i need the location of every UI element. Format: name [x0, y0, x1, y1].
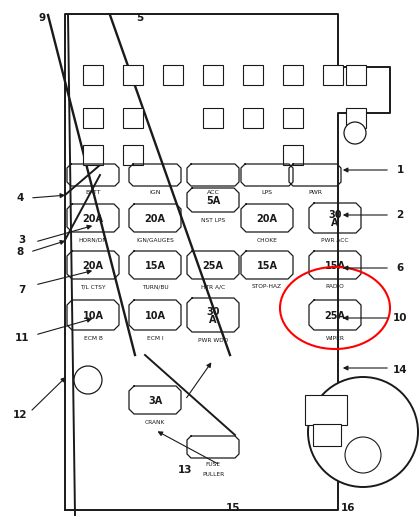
Bar	[283, 108, 303, 128]
Bar	[163, 65, 183, 85]
Text: 5: 5	[136, 13, 144, 23]
Bar	[346, 65, 366, 85]
Text: 7: 7	[18, 285, 26, 295]
Text: 20A: 20A	[83, 214, 103, 224]
Text: 30: 30	[206, 307, 220, 317]
Text: FUSE: FUSE	[205, 463, 220, 467]
Text: CRANK: CRANK	[145, 419, 165, 425]
Text: STOP-HAZ: STOP-HAZ	[252, 285, 282, 289]
Circle shape	[344, 122, 366, 144]
Text: 20A: 20A	[83, 261, 103, 271]
Circle shape	[308, 377, 418, 487]
Text: HTR A/C: HTR A/C	[201, 285, 225, 289]
Text: 12: 12	[13, 410, 27, 420]
Text: 15A: 15A	[145, 261, 166, 271]
Text: 3: 3	[18, 235, 26, 245]
Text: TURN/BU: TURN/BU	[142, 285, 168, 289]
Text: 1: 1	[396, 165, 403, 175]
Text: 15: 15	[226, 503, 240, 513]
Bar	[313, 424, 341, 446]
Text: ACC: ACC	[207, 190, 220, 196]
Text: 25A: 25A	[324, 311, 346, 321]
Text: NST LPS: NST LPS	[201, 218, 225, 222]
Text: 2: 2	[396, 210, 403, 220]
Bar	[203, 65, 223, 85]
Text: IGN: IGN	[149, 190, 161, 196]
Bar	[203, 108, 223, 128]
Text: 20A: 20A	[256, 214, 277, 224]
Text: 10: 10	[393, 313, 407, 323]
Bar	[305, 395, 347, 425]
Text: 6: 6	[396, 263, 403, 273]
Bar	[346, 108, 366, 128]
Text: ECM B: ECM B	[83, 336, 102, 340]
Text: LPS: LPS	[261, 190, 272, 196]
Text: CHOKE: CHOKE	[256, 238, 277, 242]
Text: A: A	[331, 218, 339, 228]
Text: PWR: PWR	[308, 190, 322, 196]
Bar	[243, 65, 263, 85]
Text: T/L CTSY: T/L CTSY	[80, 285, 106, 289]
Text: ECM I: ECM I	[147, 336, 163, 340]
Text: WIPER: WIPER	[326, 336, 344, 340]
Text: HORN/DN: HORN/DN	[79, 238, 107, 242]
Text: 4: 4	[16, 193, 24, 203]
Bar	[83, 145, 103, 165]
Text: PWR ACC: PWR ACC	[321, 239, 349, 243]
Text: RADIO: RADIO	[326, 285, 344, 289]
Text: 11: 11	[15, 333, 29, 343]
Text: PWR WDO: PWR WDO	[198, 337, 228, 343]
Text: 14: 14	[393, 365, 407, 375]
Text: 15A: 15A	[324, 261, 346, 271]
Bar	[123, 65, 143, 85]
Text: IGN/GAUGES: IGN/GAUGES	[136, 238, 174, 242]
Text: A: A	[209, 315, 217, 325]
Text: 30: 30	[328, 210, 342, 220]
Bar	[83, 108, 103, 128]
Bar	[83, 65, 103, 85]
Bar	[283, 145, 303, 165]
Text: 3A: 3A	[148, 396, 162, 406]
Text: 5A: 5A	[206, 196, 220, 206]
Text: 10A: 10A	[145, 311, 166, 321]
Circle shape	[345, 437, 381, 473]
Text: 8: 8	[16, 247, 23, 257]
Text: 25A: 25A	[202, 261, 223, 271]
Text: 10A: 10A	[83, 311, 103, 321]
Text: 16: 16	[341, 503, 355, 513]
Bar	[323, 65, 343, 85]
Text: 9: 9	[39, 13, 46, 23]
Text: BATT: BATT	[85, 190, 101, 196]
Bar	[123, 145, 143, 165]
Circle shape	[74, 366, 102, 394]
Bar	[283, 65, 303, 85]
Text: PULLER: PULLER	[202, 472, 224, 476]
Bar	[243, 108, 263, 128]
Text: 15A: 15A	[256, 261, 277, 271]
Text: 20A: 20A	[145, 214, 166, 224]
Text: 13: 13	[178, 465, 192, 475]
Bar	[123, 108, 143, 128]
